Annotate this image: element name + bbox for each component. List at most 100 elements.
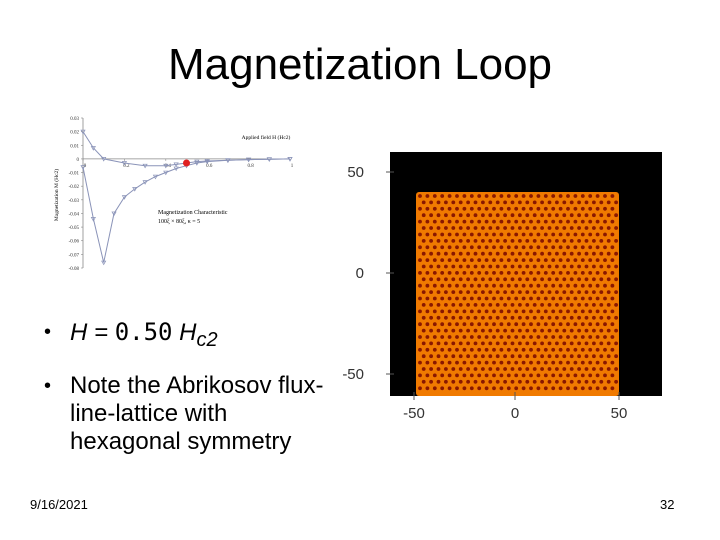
vortex [547, 264, 552, 269]
vortex [514, 296, 519, 301]
y-tick-label: -0.08 [69, 267, 80, 272]
vortex [481, 264, 485, 269]
vortex [514, 194, 519, 198]
vortex [614, 264, 618, 269]
vortex [569, 200, 574, 205]
vortex [610, 322, 615, 327]
slide-date: 9/16/2021 [30, 497, 88, 512]
vortex [425, 271, 430, 275]
vortex [421, 341, 426, 346]
vortex [506, 194, 511, 198]
vortex [547, 277, 552, 282]
vortex [592, 200, 596, 205]
vortex [492, 258, 496, 262]
vortex [606, 277, 611, 282]
vortex [577, 303, 581, 307]
vortex [580, 219, 585, 224]
vortex [558, 360, 563, 365]
x-axis-label: Applied field H (Hc2) [242, 134, 291, 141]
vortex [547, 315, 552, 320]
vortex [543, 283, 548, 288]
vortex [532, 367, 537, 371]
vortex [577, 264, 581, 269]
vortex [503, 226, 507, 230]
vortex [421, 328, 426, 333]
vortex [458, 200, 463, 205]
vortex [573, 322, 578, 327]
vortex [447, 309, 452, 314]
vortex [451, 200, 456, 205]
vortex [510, 379, 515, 384]
vortex [536, 347, 541, 352]
vortex [547, 341, 552, 346]
vortex [514, 309, 519, 314]
vortex [577, 239, 581, 243]
y-tick-label: -0.01 [69, 172, 80, 177]
vortex [606, 200, 611, 205]
vortex [595, 206, 600, 211]
vortex [477, 386, 482, 391]
vortex [495, 226, 500, 230]
vortex [488, 315, 493, 320]
vortex [429, 239, 433, 243]
vortex [462, 360, 467, 365]
vortex [481, 341, 485, 346]
vortex [514, 360, 519, 365]
vortex [595, 245, 600, 250]
y-tick-label: -0.07 [69, 253, 80, 258]
vortex [532, 341, 537, 346]
vortex [469, 232, 474, 237]
vortex [610, 373, 615, 378]
vortex [580, 360, 585, 365]
y-tick-label: -0.06 [69, 240, 80, 245]
vortex [610, 245, 615, 250]
vortex [610, 258, 615, 262]
vortex [499, 309, 504, 314]
vortex [562, 251, 567, 256]
vortex [455, 283, 459, 288]
vortex [432, 232, 437, 237]
vortex [562, 200, 567, 205]
vortex [455, 258, 459, 262]
vortex [503, 264, 507, 269]
vortex [477, 309, 482, 314]
vortex [577, 251, 581, 256]
vortex [577, 226, 581, 230]
vortex [444, 251, 448, 256]
vortex [484, 194, 489, 198]
vortex [429, 315, 433, 320]
vortex [425, 232, 430, 237]
vortex [592, 290, 596, 294]
bullet-dot: • [44, 321, 52, 343]
vortex [610, 335, 615, 339]
vortex [514, 271, 519, 275]
vortex [436, 341, 441, 346]
vortex [551, 245, 556, 250]
vortex [477, 232, 482, 237]
vortex [421, 354, 426, 359]
vortex [451, 303, 456, 307]
vortex [595, 347, 600, 352]
vortex [481, 328, 485, 333]
vortex [532, 290, 537, 294]
bullet-note-text: Note the Abrikosov flux-line-lattice wit… [70, 371, 324, 455]
vortex-lattice-panel: 50 0 -50 -50 0 50 [342, 152, 662, 422]
vortex [584, 303, 589, 307]
vortex [481, 226, 485, 230]
vortex [432, 296, 437, 301]
vortex [555, 341, 559, 346]
vortex [592, 277, 596, 282]
vortex [521, 206, 526, 211]
vortex [569, 290, 574, 294]
vortex [610, 206, 615, 211]
vortex [418, 335, 422, 339]
vortex [610, 386, 615, 391]
vortex [477, 258, 482, 262]
vortex [466, 379, 470, 384]
vortex [558, 347, 563, 352]
vortex [584, 226, 589, 230]
vortex [440, 271, 445, 275]
y-tick-label: 0 [77, 158, 80, 163]
vortex [484, 283, 489, 288]
vortex [558, 283, 563, 288]
